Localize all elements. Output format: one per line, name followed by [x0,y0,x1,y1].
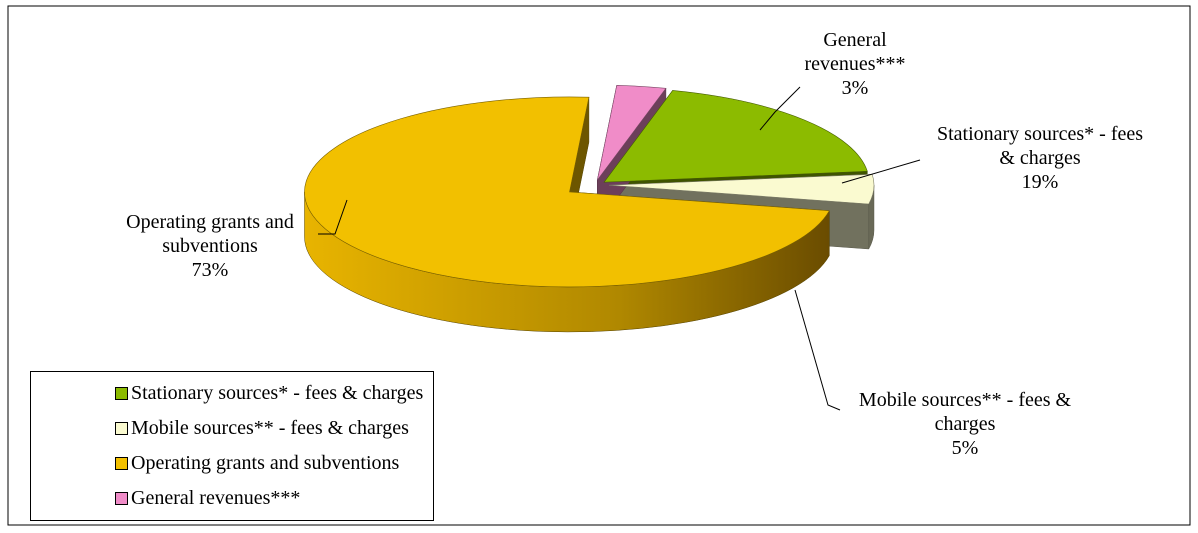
data-label: Stationary sources* - fees & charges 19% [930,122,1150,194]
legend-swatch [115,492,128,505]
slice [597,84,667,181]
data-label-name: General revenues*** [804,29,906,75]
slice [603,90,868,183]
legend-item: Stationary sources* - fees & charges [115,376,423,411]
slice [304,96,830,288]
data-label-name: Stationary sources* - fees & charges [936,123,1144,169]
data-label: General revenues*** 3% [790,28,920,100]
legend-item: Operating grants and subventions [115,446,423,481]
data-label: Mobile sources** - fees & charges 5% [840,388,1090,460]
data-label-name: Mobile sources** - fees & charges [858,389,1072,435]
legend-item: Mobile sources** - fees & charges [115,411,423,446]
data-label-value: 73% [191,259,229,281]
legend-label: Mobile sources** - fees & charges [131,417,409,439]
data-label-value: 5% [951,437,979,459]
leader-line [759,86,801,131]
data-label-name: Operating grants and subventions [126,211,294,257]
leader-line [841,159,921,184]
chart-border [7,5,1191,526]
legend-item: General revenues*** [115,481,423,516]
data-label-value: 19% [1021,171,1059,193]
legend-swatch [115,387,128,400]
pie [304,84,875,333]
legend-swatch [115,422,128,435]
legend-label: Stationary sources* - fees & charges [131,382,424,404]
legend-label: Operating grants and subventions [131,452,400,474]
data-label-value: 3% [841,77,869,99]
leader-line [794,289,841,411]
legend-swatch [115,457,128,470]
data-label: Operating grants and subventions 73% [90,210,330,282]
legend-label: General revenues*** [131,487,301,509]
legend: Stationary sources* - fees & charges Mobi… [30,371,435,521]
leader-line [318,199,348,235]
